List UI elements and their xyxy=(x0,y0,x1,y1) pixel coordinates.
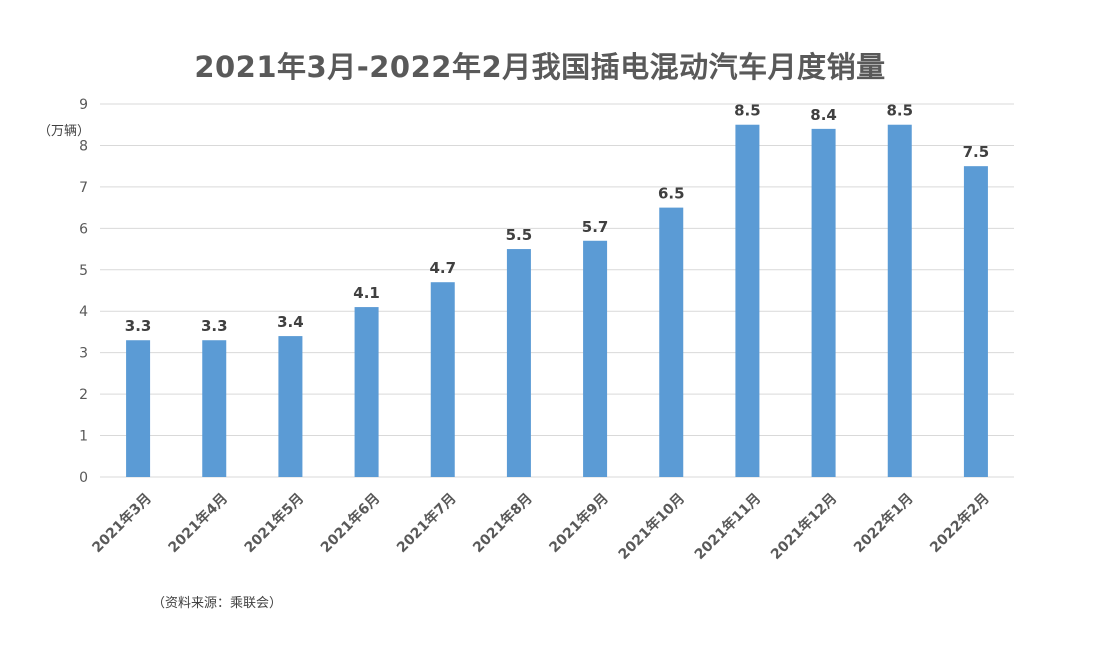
bar xyxy=(963,166,988,477)
x-tick-label: 2021年8月 xyxy=(469,490,535,556)
x-tick-label: 2022年2月 xyxy=(926,490,992,556)
y-tick-label: 5 xyxy=(79,263,88,279)
data-label: 4.1 xyxy=(353,284,380,302)
data-label: 4.7 xyxy=(429,259,456,277)
x-tick-label: 2021年9月 xyxy=(546,490,612,556)
bar xyxy=(430,282,455,477)
data-label: 3.4 xyxy=(277,313,304,331)
bar xyxy=(659,207,684,477)
bar xyxy=(202,340,227,477)
y-tick-label: 6 xyxy=(79,221,88,237)
data-label: 8.4 xyxy=(810,106,837,124)
y-tick-label: 3 xyxy=(79,346,88,362)
data-label: 5.7 xyxy=(582,218,609,236)
data-label: 8.5 xyxy=(734,102,761,120)
data-label: 5.5 xyxy=(506,226,533,244)
x-tick-label: 2021年11月 xyxy=(691,490,764,563)
data-label: 3.3 xyxy=(201,317,228,335)
x-tick-label: 2022年1月 xyxy=(850,490,916,556)
x-tick-label: 2021年4月 xyxy=(165,490,231,556)
data-label: 3.3 xyxy=(125,317,152,335)
bar xyxy=(735,124,760,477)
x-tick-label: 2021年10月 xyxy=(615,490,688,563)
y-tick-label: 1 xyxy=(79,429,88,445)
bar xyxy=(278,336,303,477)
y-tick-label: 4 xyxy=(79,304,88,320)
y-tick-label: 9 xyxy=(79,97,88,113)
bar xyxy=(887,124,912,477)
y-tick-label: 8 xyxy=(79,138,88,154)
bar xyxy=(811,128,836,477)
x-tick-label: 2021年12月 xyxy=(767,490,840,563)
bar xyxy=(583,240,608,477)
data-label: 7.5 xyxy=(963,143,990,161)
bar xyxy=(354,307,379,477)
y-axis-unit-label: （万辆） xyxy=(38,124,91,139)
y-tick-label: 2 xyxy=(79,387,88,403)
y-tick-label: 0 xyxy=(79,470,88,486)
bar xyxy=(506,249,531,477)
x-tick-label: 2021年7月 xyxy=(393,490,459,556)
x-tick-label: 2021年5月 xyxy=(241,490,307,556)
source-note: （资料来源：乘联会） xyxy=(152,596,283,611)
x-tick-label: 2021年6月 xyxy=(317,490,383,556)
data-label: 8.5 xyxy=(886,102,913,120)
x-tick-label: 2021年3月 xyxy=(89,490,155,556)
chart-title: 2021年3月-2022年2月我国插电混动汽车月度销量 xyxy=(194,50,886,84)
y-tick-label: 7 xyxy=(79,180,88,196)
data-label: 6.5 xyxy=(658,185,685,203)
bar xyxy=(126,340,151,477)
